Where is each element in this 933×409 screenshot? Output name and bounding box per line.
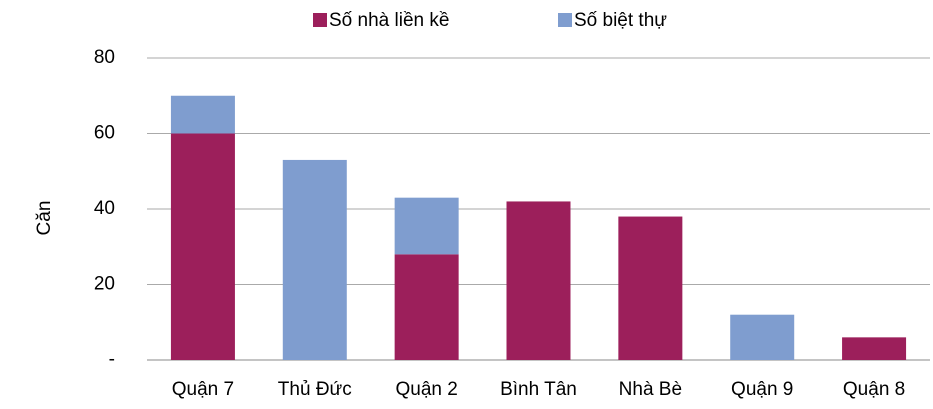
bar [394,254,459,360]
x-tick-label: Quận 7 [172,379,234,400]
x-tick-label: Bình Tân [500,379,577,400]
x-tick-label: Quận 8 [843,379,905,400]
y-tick-label: - [109,349,115,370]
legend-label: Số biệt thự [574,10,667,31]
y-tick-label: 80 [94,47,115,68]
y-tick-label: 60 [94,123,115,144]
bar [730,314,795,360]
x-tick-label: Quận 9 [731,379,793,400]
legend-swatch [313,13,327,27]
x-tick-label: Nhà Bè [619,379,682,400]
bar [394,197,459,255]
x-tick-label: Thủ Đức [278,379,352,400]
bar [506,201,571,360]
x-tick-label: Quận 2 [395,379,457,400]
legend-swatch [558,13,572,27]
bar [618,216,683,360]
legend-label: Số nhà liền kề [329,10,449,31]
bar [170,95,235,134]
bar [170,133,235,360]
y-tick-label: 20 [94,274,115,295]
y-tick-label: 40 [94,198,115,219]
bar [842,337,907,360]
y-axis-label: Căn [34,201,55,236]
bar [282,159,347,360]
